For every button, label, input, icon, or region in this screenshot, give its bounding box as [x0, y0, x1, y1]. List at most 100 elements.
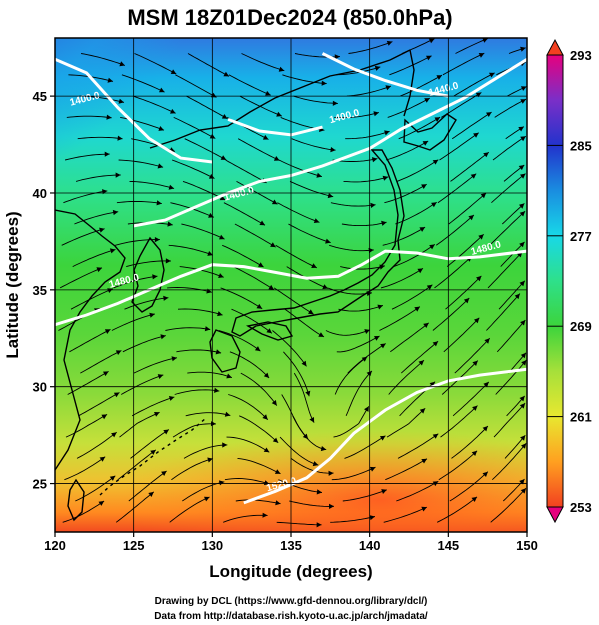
streamline-arrow: [471, 496, 477, 502]
streamline-arrow: [217, 311, 223, 317]
streamline: [338, 304, 384, 312]
streamline: [291, 138, 336, 151]
streamline: [383, 506, 428, 523]
streamline-arrow: [204, 326, 211, 332]
streamline-arrow: [148, 491, 154, 497]
streamline: [61, 228, 105, 246]
streamline-arrow: [519, 203, 525, 209]
streamline: [235, 499, 281, 505]
streamline-arrow: [207, 251, 213, 256]
streamline-arrow: [519, 280, 525, 287]
streamline-arrow: [157, 163, 164, 169]
streamline: [186, 95, 228, 120]
streamline-arrow: [474, 317, 480, 324]
streamline: [181, 223, 225, 240]
streamline-arrow: [302, 433, 309, 440]
streamline-arrow: [254, 346, 261, 352]
streamline-arrow: [312, 461, 319, 467]
streamline: [172, 423, 217, 438]
streamline-arrow: [327, 193, 334, 199]
streamline: [341, 221, 387, 227]
streamline-arrow: [519, 479, 525, 485]
streamline-arrow: [103, 371, 109, 377]
streamline: [272, 330, 307, 367]
streamline: [111, 313, 155, 331]
streamline-arrow: [419, 227, 426, 232]
streamline: [330, 202, 376, 207]
streamline: [171, 159, 215, 179]
streamline: [379, 306, 421, 331]
streamline: [223, 514, 268, 523]
streamline-arrow: [316, 489, 322, 495]
streamline: [129, 180, 175, 189]
streamline: [397, 433, 439, 459]
streamline-arrow: [104, 329, 111, 334]
streamline: [78, 392, 120, 417]
streamline: [385, 458, 428, 481]
streamline-arrow: [258, 262, 264, 267]
streamline-arrow: [275, 500, 281, 506]
streamline: [223, 202, 266, 226]
streamline-arrow: [224, 411, 231, 417]
credit-drawing: Drawing by DCL (https://www.gfd-dennou.o…: [155, 596, 428, 607]
streamline: [70, 288, 113, 310]
streamline: [169, 496, 210, 523]
streamline: [218, 330, 261, 352]
streamline-arrow: [518, 126, 524, 132]
plot-area: 1400.01400.01480.01480.01520.01400.01440…: [55, 38, 527, 532]
streamline-arrow: [309, 417, 315, 423]
streamline-arrow: [316, 172, 322, 178]
streamline-arrow: [156, 200, 162, 206]
streamline: [59, 267, 103, 289]
y-tick-label: 25: [33, 477, 47, 492]
streamline: [443, 317, 480, 353]
streamline: [168, 244, 214, 256]
streamline: [225, 159, 267, 184]
streamline-arrow: [109, 248, 116, 254]
x-tick-label: 135: [280, 538, 302, 553]
streamline-arrow: [377, 304, 383, 310]
streamline: [496, 319, 526, 353]
streamline-arrow: [484, 338, 490, 344]
streamline-arrow: [222, 442, 228, 448]
streamline-arrow: [308, 309, 314, 315]
streamline-arrow: [478, 234, 484, 240]
streamline: [494, 98, 527, 118]
streamline: [275, 244, 317, 269]
streamline: [128, 470, 167, 502]
streamline-arrow: [518, 165, 525, 171]
streamline: [74, 211, 119, 225]
streamline-arrow: [221, 114, 228, 119]
streamline-arrow: [489, 72, 495, 78]
streamline-arrow: [273, 156, 280, 161]
streamline-arrow: [385, 85, 391, 91]
streamline: [289, 500, 335, 507]
streamline-arrow: [519, 395, 525, 402]
streamline-arrow: [215, 349, 222, 355]
streamline: [282, 74, 327, 85]
streamline: [133, 357, 178, 374]
streamline: [438, 450, 478, 481]
streamline-arrow: [98, 501, 105, 506]
x-tick-label: 150: [516, 538, 538, 553]
streamline-arrow: [519, 241, 525, 248]
streamline: [448, 192, 487, 225]
streamline: [63, 190, 108, 204]
streamline: [342, 489, 387, 502]
streamline: [492, 135, 527, 161]
streamline-arrow: [262, 512, 268, 518]
streamline: [176, 349, 222, 354]
streamline-arrow: [168, 184, 175, 190]
streamline: [390, 322, 429, 353]
y-tick-label: 30: [33, 380, 47, 395]
streamline-arrow: [226, 373, 232, 379]
streamline: [171, 458, 213, 481]
streamline-arrow: [431, 202, 437, 208]
streamline: [396, 480, 439, 502]
streamline: [281, 394, 309, 440]
streamline: [277, 202, 320, 223]
streamline: [62, 500, 105, 523]
streamline: [220, 287, 263, 310]
streamline: [234, 223, 276, 248]
